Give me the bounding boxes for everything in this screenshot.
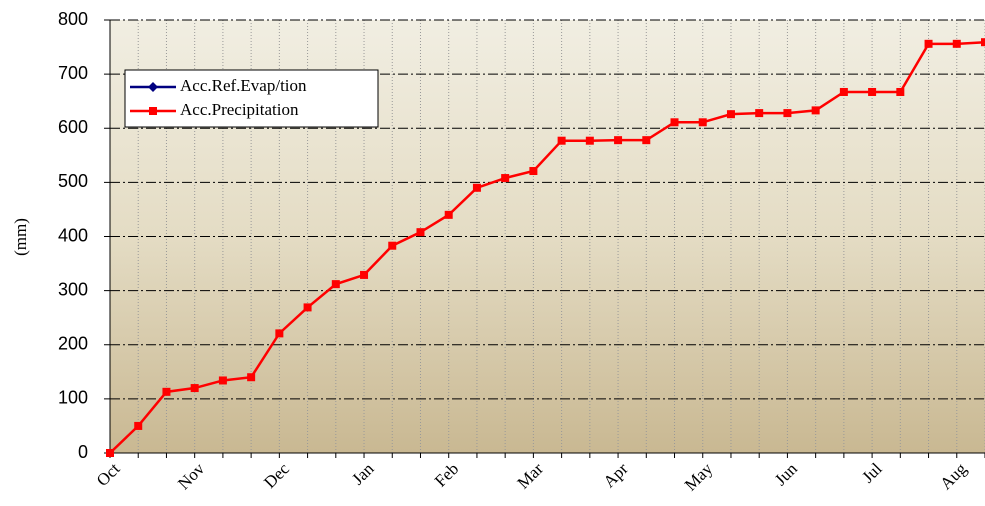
y-tick-label: 800 [58, 9, 88, 29]
marker [218, 376, 227, 385]
y-tick-label: 600 [58, 117, 88, 137]
marker [585, 136, 594, 145]
marker [444, 210, 453, 219]
x-tick-label: Jul [858, 459, 886, 487]
marker [698, 118, 707, 127]
marker [106, 449, 114, 457]
y-tick-label: 300 [58, 279, 88, 299]
x-tick-label: May [681, 459, 717, 495]
y-tick-label: 100 [58, 388, 88, 408]
marker [149, 107, 157, 115]
marker [868, 87, 877, 96]
marker [896, 87, 905, 96]
x-tick-label: Feb [431, 459, 462, 490]
marker [811, 106, 820, 115]
y-tick-label: 0 [78, 442, 88, 462]
marker [134, 421, 143, 430]
legend-box [124, 69, 379, 128]
marker [726, 110, 735, 119]
y-tick-label: 400 [58, 225, 88, 245]
marker [642, 136, 651, 145]
x-tick-label: Nov [174, 459, 208, 493]
marker [162, 387, 171, 396]
marker [981, 38, 985, 47]
marker [614, 136, 623, 145]
marker [247, 373, 256, 382]
marker [388, 241, 397, 250]
x-tick-label: Apr [600, 459, 632, 491]
legend: Acc.Ref.Evap/tion Acc.Precipitation [124, 69, 379, 128]
y-axis-label: (mm) [11, 218, 30, 256]
marker [557, 136, 566, 145]
marker [783, 109, 792, 118]
x-tick-label: Oct [93, 459, 124, 490]
marker [190, 384, 199, 393]
marker [416, 228, 425, 237]
marker [924, 39, 933, 48]
marker [331, 280, 340, 289]
x-tick-label: Jan [348, 459, 378, 489]
x-tick-label: Mar [514, 459, 548, 493]
y-tick-label: 500 [58, 171, 88, 191]
marker [755, 109, 764, 118]
x-tick-label: Dec [260, 459, 293, 492]
marker [148, 82, 158, 92]
legend-label: Acc.Precipitation [180, 100, 299, 119]
y-tick-label: 200 [58, 334, 88, 354]
marker [501, 174, 510, 183]
marker [472, 183, 481, 192]
x-tick-label: Aug [936, 459, 970, 493]
marker [952, 39, 961, 48]
marker [360, 270, 369, 279]
x-tick-label: Jun [771, 459, 801, 489]
marker [839, 87, 848, 96]
marker [275, 329, 284, 338]
marker [529, 167, 538, 176]
legend-label: Acc.Ref.Evap/tion [180, 76, 307, 95]
marker [670, 118, 679, 127]
marker [303, 303, 312, 312]
y-tick-label: 700 [58, 63, 88, 83]
series-line [109, 40, 985, 454]
